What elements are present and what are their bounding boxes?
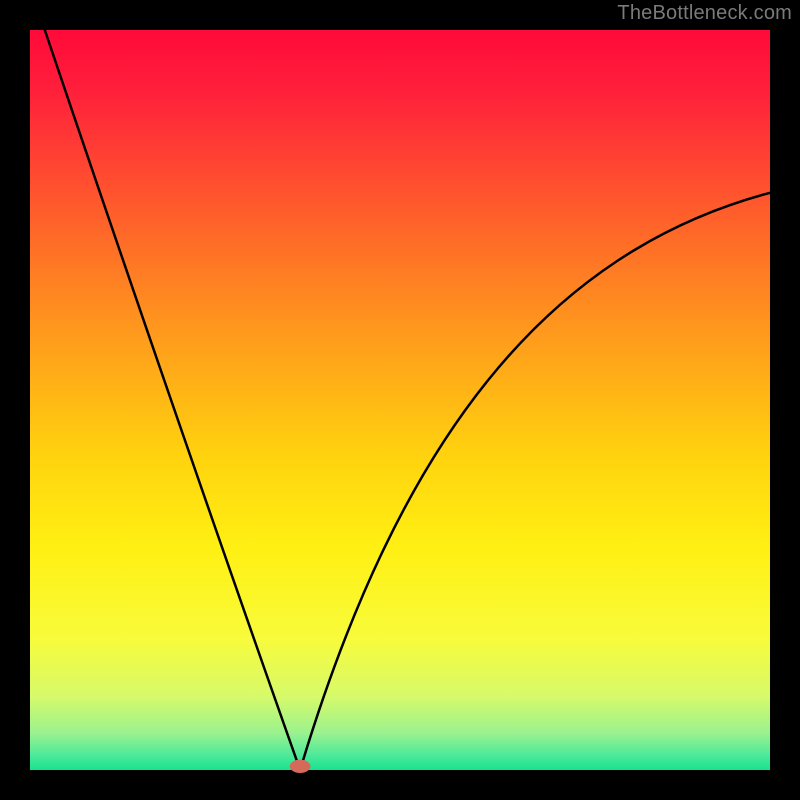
chart-container: TheBottleneck.com: [0, 0, 800, 800]
plot-area: [30, 30, 770, 770]
bottleneck-chart: [0, 0, 800, 800]
watermark-text: TheBottleneck.com: [617, 2, 792, 25]
optimal-point-marker: [290, 760, 311, 773]
